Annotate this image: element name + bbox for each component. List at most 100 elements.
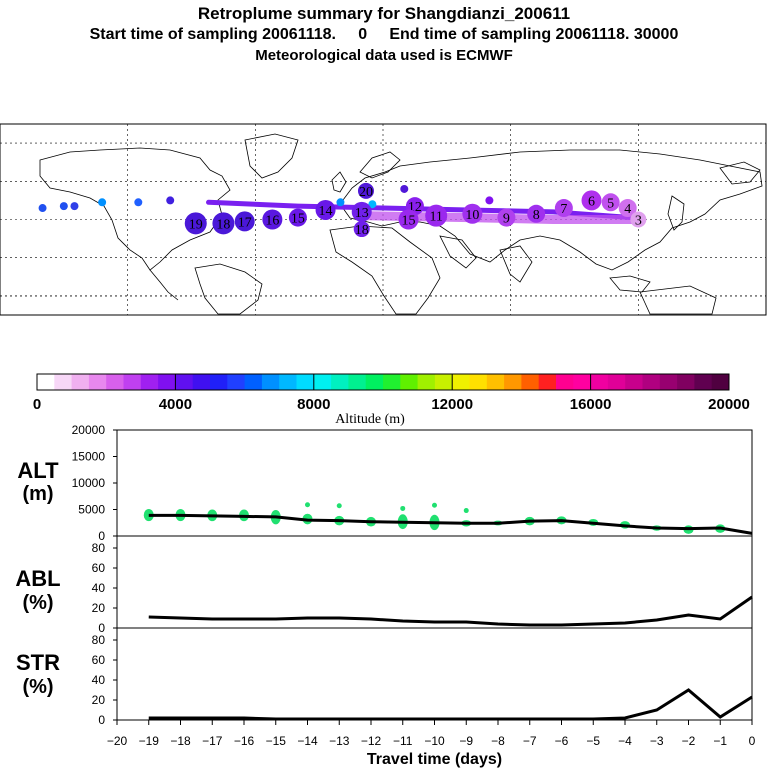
colorbar-swatch: [279, 374, 297, 390]
colorbar-swatch: [88, 374, 107, 390]
str-series-line: [148, 688, 753, 721]
y-tick-label: 80: [92, 633, 106, 647]
x-tick-label: −2: [682, 734, 696, 748]
plume-centroid: 6: [581, 190, 602, 211]
colorbar-swatch: [521, 374, 540, 390]
y-tick-label: 40: [92, 581, 106, 595]
centroid-day-label: 19: [189, 217, 203, 232]
centroid-dot: [184, 212, 207, 235]
coastlines: [39, 133, 763, 315]
plume-marker: [336, 198, 345, 207]
x-tick-label: −12: [361, 734, 382, 748]
x-tick-label: −13: [329, 734, 350, 748]
centroid-dot: [212, 212, 235, 235]
centroid-day-label: 9: [503, 212, 510, 227]
time-series-panels: 20000150001000050000ALT(m)806040200ABL(%…: [15, 423, 755, 768]
plume-centroid: 17: [234, 211, 255, 232]
y-tick-label: 20000: [72, 423, 106, 437]
colorbar-swatch: [71, 374, 90, 390]
plume-centroid: 16: [262, 209, 283, 230]
colorbar-swatch: [659, 374, 678, 390]
colorbar-swatch: [261, 374, 280, 390]
str-panel: 80 60 40 20 0 STR(%): [16, 627, 753, 727]
centroid-day-label: 4: [624, 202, 631, 217]
plume-centroid: 14: [315, 199, 336, 220]
y-tick-label: 0: [98, 529, 105, 543]
centroid-dot: [462, 203, 483, 224]
centroid-day-label: 10: [465, 208, 479, 223]
x-tick-label: −9: [459, 734, 473, 748]
x-tick-label: −8: [491, 734, 505, 748]
centroid-dot: [315, 199, 336, 220]
colorbar-swatch: [573, 374, 592, 390]
y-tick-label: 40: [92, 673, 106, 687]
colorbar-tick-label: 20000: [708, 396, 750, 413]
plume-centroid: 19: [184, 212, 207, 235]
centroid-dot: [618, 199, 637, 218]
y-tick-label: 80: [92, 541, 106, 555]
centroid-day-label: 7: [560, 202, 567, 217]
centroid-dot: [234, 211, 255, 232]
centroid-dot: [497, 208, 516, 227]
y-tick-label: 20: [92, 693, 106, 707]
x-axis-title: Travel time (days): [367, 751, 502, 768]
plume-marker: [368, 200, 377, 209]
colorbar-tick-label: 8000: [297, 396, 330, 413]
colorbar-swatch: [365, 374, 384, 390]
centroid-day-label: 3: [635, 214, 642, 229]
altitude-outlier: [400, 505, 406, 511]
plume-centroid: 7: [554, 199, 573, 218]
abl-label: ABL: [15, 566, 60, 591]
x-tick-label: −3: [650, 734, 664, 748]
y-tick-label: 20: [92, 601, 106, 615]
colorbar-swatch: [694, 374, 713, 390]
plume-marker: [400, 184, 409, 193]
y-tick-label: 5000: [78, 503, 105, 517]
abl-series-line: [148, 595, 753, 627]
plume-centroid: 3: [630, 211, 647, 229]
plume-centroid: 13: [351, 201, 372, 222]
plume-marker: [38, 204, 47, 213]
altitude-outlier: [336, 503, 342, 509]
centroid-dot: [581, 190, 602, 211]
colorbar-swatch: [590, 374, 609, 390]
colorbar-swatch: [331, 374, 349, 390]
centroid-dot: [357, 182, 374, 199]
centroid-day-label: 16: [265, 214, 279, 229]
colorbar-swatch: [469, 374, 488, 390]
centroid-day-label: 17: [238, 215, 252, 230]
colorbar-swatch: [607, 374, 626, 390]
centroid-dot: [353, 221, 370, 238]
x-tick-label: −15: [266, 734, 287, 748]
colorbar-swatch: [383, 374, 401, 390]
centroid-dot: [601, 193, 620, 212]
centroid-dot: [288, 208, 307, 227]
centroid-day-label: 13: [355, 206, 369, 221]
plume-centroid: 18: [353, 221, 370, 238]
colorbar-swatch: [434, 374, 453, 390]
plume-centroid: 5: [601, 193, 620, 212]
y-tick-label: 10000: [72, 476, 106, 490]
plume-centroid: 15: [398, 209, 419, 230]
colorbar-swatch: [642, 374, 661, 390]
str-unit-label: (%): [22, 676, 53, 698]
colorbar-label: Altitude (m): [335, 412, 405, 427]
colorbar-swatch: [556, 374, 574, 390]
alt-label: ALT: [17, 458, 59, 483]
colorbar-swatch: [54, 374, 73, 390]
x-tick-label: −18: [170, 734, 191, 748]
centroid-dot: [630, 211, 647, 228]
centroid-day-label: 6: [588, 194, 595, 209]
centroid-day-label: 5: [607, 196, 614, 211]
alt-panel: 20000 15000 10000 5000 0 ALT(m): [17, 423, 753, 543]
colorbar-swatch: [106, 374, 124, 390]
y-tick-label: 0: [98, 713, 105, 727]
x-tick-label: −6: [555, 734, 569, 748]
colorbar-swatch: [348, 374, 367, 390]
altitude-colorbar: 0 4000 8000 12000 16000 20000: [33, 373, 750, 413]
centroid-dot: [554, 199, 573, 218]
colorbar-swatch: [711, 374, 730, 390]
plume-centroid: 10: [462, 203, 483, 224]
colorbar-swatch: [625, 374, 643, 390]
abl-panel: 80 60 40 20 0 ABL(%): [15, 535, 753, 635]
